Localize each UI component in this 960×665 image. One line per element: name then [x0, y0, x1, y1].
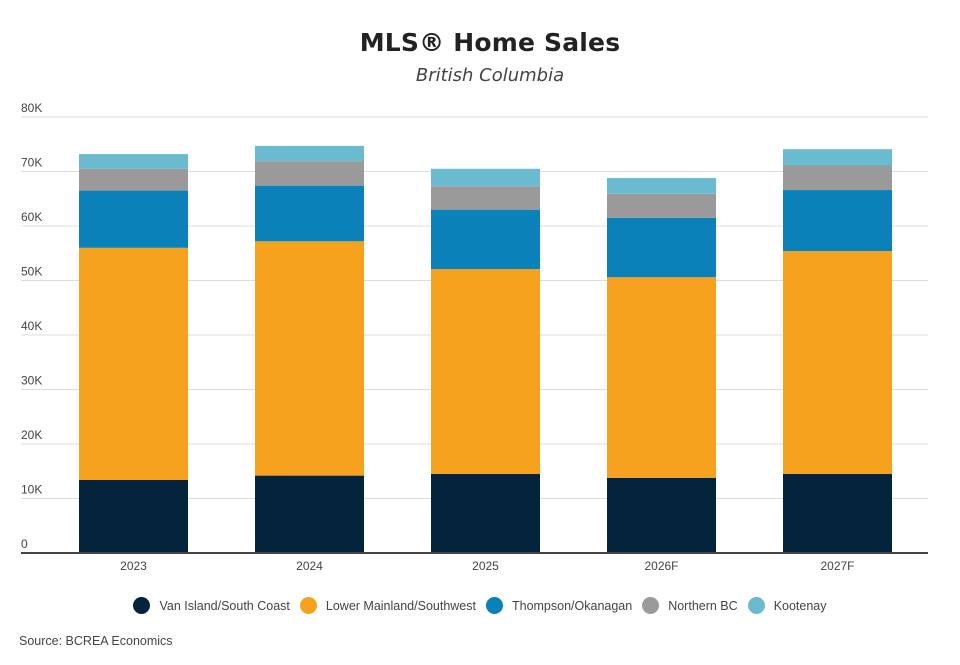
bar-stack-2026F: [607, 178, 716, 553]
y-tick-label: 40K: [21, 319, 42, 333]
y-tick-label: 30K: [21, 374, 42, 388]
y-tick-label: 50K: [21, 265, 42, 279]
y-axis-ticks: 0 10K 20K 30K 40K 50K 60K 70K 80K: [21, 101, 42, 551]
legend-swatch-icon: [747, 597, 765, 614]
x-tick-label: 2026F: [644, 559, 678, 573]
legend-item[interactable]: Thompson/Okanagan: [485, 597, 633, 614]
x-tick-label: 2027F: [820, 559, 854, 573]
bar-segment: [431, 186, 540, 210]
y-tick-label: 70K: [21, 156, 42, 170]
bar-segment: [255, 475, 364, 553]
bar-segment: [783, 251, 892, 474]
bar-segment: [783, 473, 892, 553]
y-tick-label: 80K: [21, 101, 42, 115]
bar-segment: [607, 178, 716, 194]
legend-swatch-icon: [299, 597, 317, 614]
source-note: Source: BCREA Economics: [19, 634, 173, 648]
y-tick-label: 10K: [21, 483, 42, 497]
legend-label: Kootenay: [773, 598, 827, 613]
legend-label: Van Island/South Coast: [159, 598, 290, 613]
x-tick-label: 2025: [472, 559, 499, 573]
legend-swatch-icon: [485, 597, 503, 614]
bar-stack-2025: [431, 168, 540, 553]
x-tick-label: 2023: [120, 559, 147, 573]
bar-stack-2027F: [783, 149, 892, 553]
bar-segment: [255, 161, 364, 186]
legend-label: Northern BC: [668, 598, 738, 613]
legend-swatch-icon: [642, 597, 660, 614]
bar-segment: [255, 185, 364, 242]
x-axis-labels: 2023 2024 2025 2026F 2027F: [120, 559, 854, 573]
bar-segment: [79, 168, 188, 191]
bars: [79, 145, 892, 553]
bar-stack-2024: [255, 145, 364, 553]
legend-label: Thompson/Okanagan: [511, 598, 633, 613]
legend: Van Island/South Coast Lower Mainland/Sou…: [0, 597, 960, 614]
legend-swatch-icon: [133, 597, 151, 614]
bar-segment: [607, 477, 716, 553]
bar-segment: [607, 193, 716, 218]
y-tick-label: 20K: [21, 428, 42, 442]
bar-segment: [431, 269, 540, 474]
bar-segment: [783, 190, 892, 252]
legend-item[interactable]: Kootenay: [747, 597, 827, 614]
bar-segment: [79, 154, 188, 169]
legend-item[interactable]: Lower Mainland/Southwest: [299, 597, 476, 614]
bar-segment: [79, 247, 188, 480]
bar-segment: [783, 149, 892, 166]
legend-item[interactable]: Van Island/South Coast: [133, 597, 290, 614]
bar-segment: [431, 209, 540, 270]
y-tick-label: 0: [21, 537, 28, 551]
bar-segment: [79, 190, 188, 248]
bar-stack-2023: [79, 154, 188, 553]
bar-segment: [255, 241, 364, 476]
bar-segment: [79, 479, 188, 553]
legend-label: Lower Mainland/Southwest: [325, 598, 476, 613]
chart-title: MLS® Home Sales: [359, 28, 621, 57]
legend-item[interactable]: Northern BC: [642, 597, 738, 614]
bar-segment: [783, 165, 892, 191]
x-tick-label: 2024: [296, 559, 323, 573]
bar-segment: [607, 217, 716, 278]
bar-segment: [431, 473, 540, 553]
chart-subtitle: British Columbia: [415, 65, 565, 86]
bar-segment: [607, 277, 716, 478]
y-tick-label: 60K: [21, 210, 42, 224]
bar-segment: [255, 145, 364, 162]
bar-segment: [431, 168, 540, 187]
